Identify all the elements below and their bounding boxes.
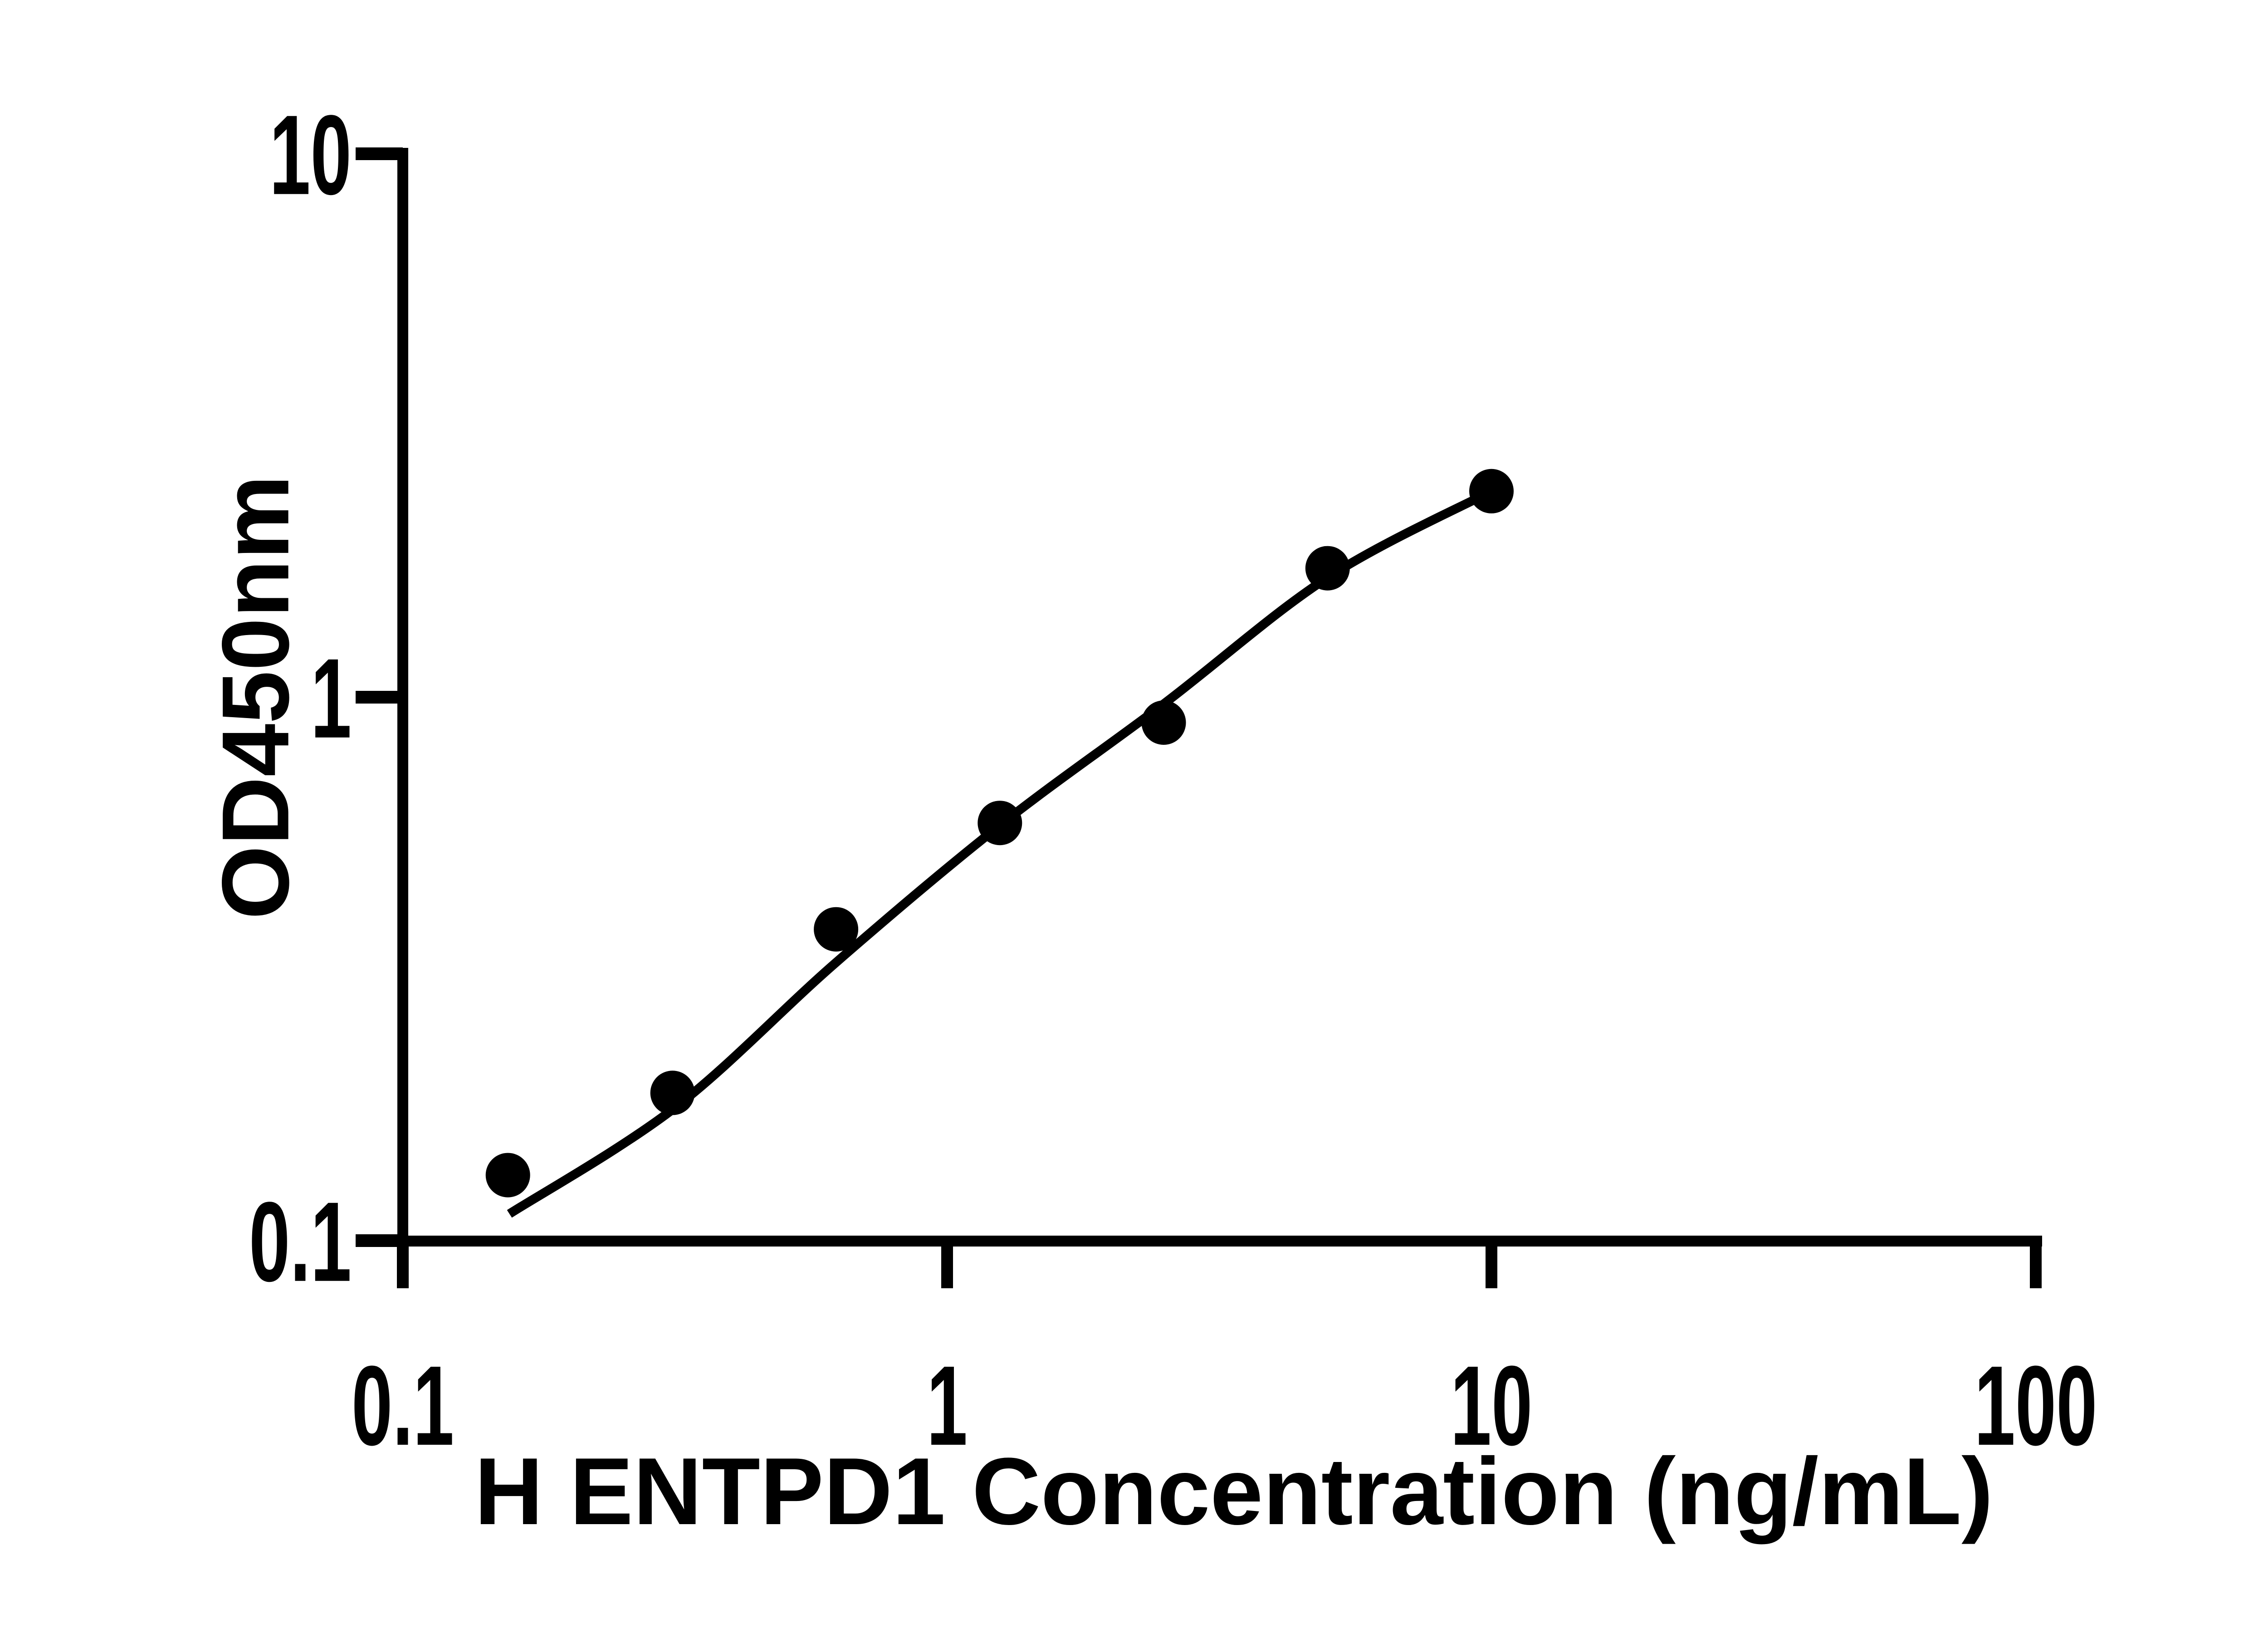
data-point xyxy=(650,1071,695,1115)
axes-layer: 10 1 0.10.1 1 10 100 xyxy=(249,92,2097,1469)
y-tick-label: 1 xyxy=(311,635,352,762)
data-point xyxy=(978,801,1022,846)
x-tick-label: 1 xyxy=(927,1342,968,1469)
y-tick-label: 10 xyxy=(269,92,352,218)
x-tick-label: 100 xyxy=(1975,1342,2097,1469)
data-point xyxy=(485,1153,530,1198)
y-tick-label: 0.1 xyxy=(249,1178,352,1305)
data-point xyxy=(1469,469,1514,513)
x-tick-label: 0.1 xyxy=(352,1342,454,1469)
y-axis-title: OD450nm xyxy=(202,475,309,919)
x-axis-title: H ENTPD1 Concentration (ng/mL) xyxy=(474,1438,1993,1545)
data-point xyxy=(1141,700,1186,745)
data-point xyxy=(814,907,859,952)
x-tick-label: 10 xyxy=(1451,1342,1533,1469)
data-point xyxy=(1305,546,1350,591)
data-layer xyxy=(485,469,1514,1218)
